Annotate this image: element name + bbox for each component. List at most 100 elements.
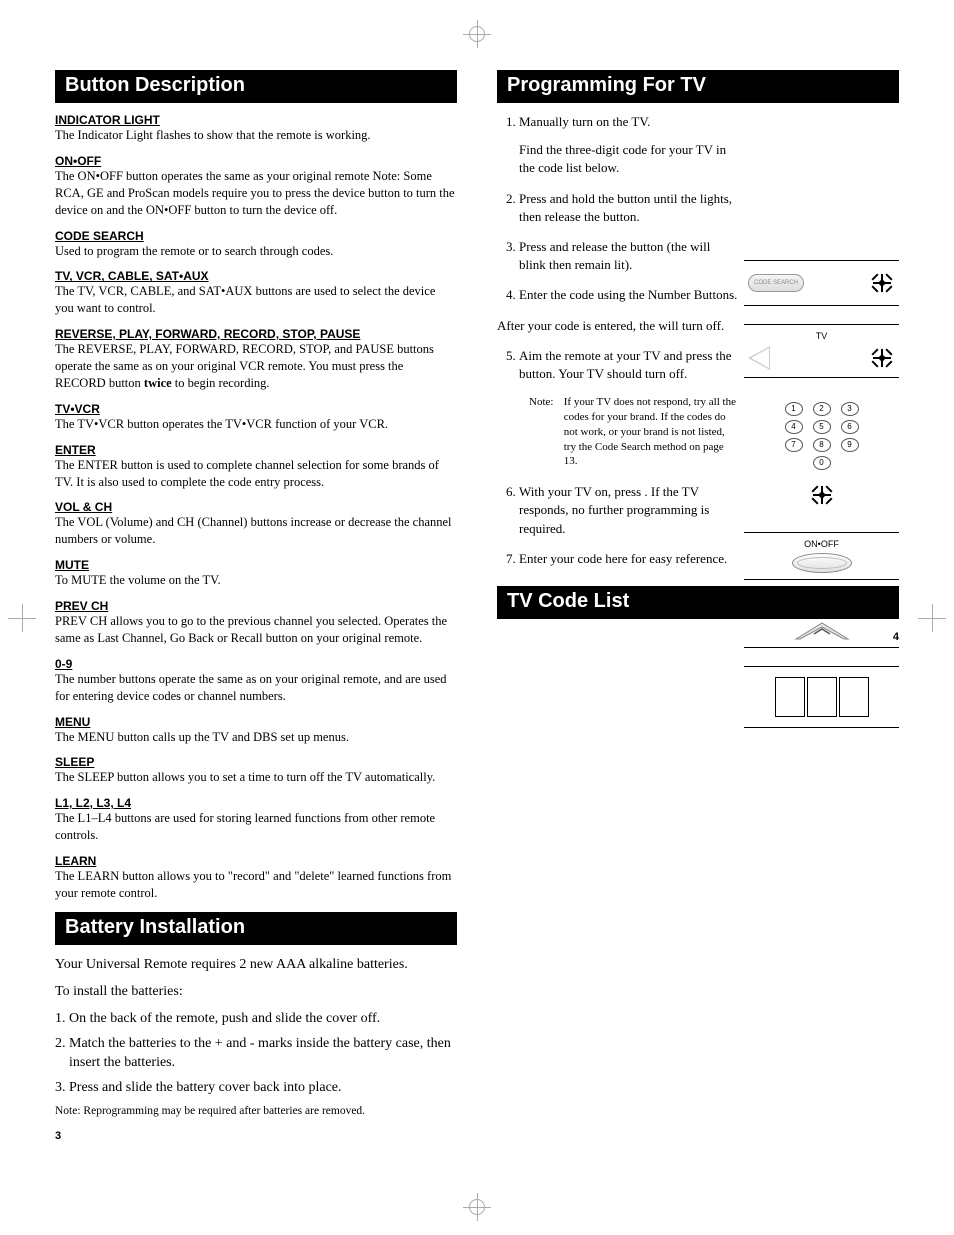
indicator-flash-icon bbox=[869, 270, 895, 296]
tv-button-block: TV bbox=[748, 331, 895, 371]
battery-note: Note: Reprogramming may be required afte… bbox=[55, 1104, 457, 1119]
definition-text: The ON•OFF button operates the same as y… bbox=[55, 168, 457, 219]
num-0: 0 bbox=[813, 456, 831, 470]
definition-block: CODE SEARCHUsed to program the remote or… bbox=[55, 229, 457, 260]
definition-title: MUTE bbox=[55, 558, 457, 572]
definition-block: LEARNThe LEARN button allows you to "rec… bbox=[55, 854, 457, 902]
definition-block: VOL & CHThe VOL (Volume) and CH (Channel… bbox=[55, 500, 457, 548]
definition-title: PREV CH bbox=[55, 599, 457, 613]
illus-ch: CH + bbox=[744, 598, 899, 648]
num-3: 3 bbox=[841, 402, 859, 416]
definition-text: The Indicator Light flashes to show that… bbox=[55, 127, 457, 144]
battery-intro-1: Your Universal Remote requires 2 new AAA… bbox=[55, 955, 457, 975]
battery-steps-list: On the back of the remote, push and slid… bbox=[55, 1010, 457, 1098]
definition-block: SLEEPThe SLEEP button allows you to set … bbox=[55, 755, 457, 786]
tv-label: TV bbox=[748, 331, 895, 341]
right-column: Programming For TV Manually turn on the … bbox=[497, 70, 899, 1142]
code-box-3 bbox=[839, 677, 869, 717]
definition-block: REVERSE, PLAY, FORWARD, RECORD, STOP, PA… bbox=[55, 327, 457, 392]
num-6: 6 bbox=[841, 420, 859, 434]
illus-code-search: CODE SEARCH bbox=[744, 260, 899, 306]
battery-step: On the back of the remote, push and slid… bbox=[69, 1010, 457, 1029]
definition-text: The SLEEP button allows you to set a tim… bbox=[55, 769, 457, 786]
ch-label: CH + bbox=[748, 605, 895, 615]
prog-step-1b: Find the three-digit code for your TV in… bbox=[519, 141, 739, 177]
definition-title: INDICATOR LIGHT bbox=[55, 113, 457, 127]
num-1: 1 bbox=[785, 402, 803, 416]
definition-block: ON•OFFThe ON•OFF button operates the sam… bbox=[55, 154, 457, 219]
num-8: 8 bbox=[813, 438, 831, 452]
crop-mark-right bbox=[918, 604, 946, 632]
definition-title: ON•OFF bbox=[55, 154, 457, 168]
definition-title: REVERSE, PLAY, FORWARD, RECORD, STOP, PA… bbox=[55, 327, 457, 341]
num-5: 5 bbox=[813, 420, 831, 434]
definition-text: The number buttons operate the same as o… bbox=[55, 671, 457, 705]
onoff-block: ON•OFF bbox=[748, 539, 895, 573]
heading-programming-tv: Programming For TV bbox=[497, 70, 899, 103]
left-column: Button Description INDICATOR LIGHTThe In… bbox=[55, 70, 457, 1142]
definition-text: To MUTE the volume on the TV. bbox=[55, 572, 457, 589]
definition-block: 0-9The number buttons operate the same a… bbox=[55, 657, 457, 705]
definition-block: MUTETo MUTE the volume on the TV. bbox=[55, 558, 457, 589]
page-number-left: 3 bbox=[55, 1130, 457, 1142]
num-9: 9 bbox=[841, 438, 859, 452]
code-box-2 bbox=[807, 677, 837, 717]
indicator-flash-icon bbox=[809, 482, 835, 508]
illus-tv-button: TV bbox=[744, 324, 899, 378]
definition-text: The VOL (Volume) and CH (Channel) button… bbox=[55, 514, 457, 548]
num-4: 4 bbox=[785, 420, 803, 434]
definition-text: PREV CH allows you to go to the previous… bbox=[55, 613, 457, 647]
definition-text: Used to program the remote or to search … bbox=[55, 243, 457, 260]
num-2: 2 bbox=[813, 402, 831, 416]
definition-title: MENU bbox=[55, 715, 457, 729]
ch-block: CH + bbox=[748, 605, 895, 641]
definition-title: TV•VCR bbox=[55, 402, 457, 416]
definition-block: L1, L2, L3, L4The L1–L4 buttons are used… bbox=[55, 796, 457, 844]
definition-title: ENTER bbox=[55, 443, 457, 457]
definition-text: The TV•VCR button operates the TV•VCR fu… bbox=[55, 416, 457, 433]
definition-text: The TV, VCR, CABLE, and SAT•AUX buttons … bbox=[55, 283, 457, 317]
definition-text: The LEARN button allows you to "record" … bbox=[55, 868, 457, 902]
code-entry-boxes bbox=[744, 666, 899, 728]
definition-title: VOL & CH bbox=[55, 500, 457, 514]
definition-block: MENUThe MENU button calls up the TV and … bbox=[55, 715, 457, 746]
heading-battery-installation: Battery Installation bbox=[55, 912, 457, 945]
definition-text: The ENTER button is used to complete cha… bbox=[55, 457, 457, 491]
definition-title: CODE SEARCH bbox=[55, 229, 457, 243]
onoff-button-icon bbox=[792, 553, 852, 573]
crop-mark-left bbox=[8, 604, 36, 632]
definition-text: The REVERSE, PLAY, FORWARD, RECORD, STOP… bbox=[55, 341, 457, 392]
definition-title: 0-9 bbox=[55, 657, 457, 671]
battery-step: Match the batteries to the + and - marks… bbox=[69, 1035, 457, 1073]
crop-mark-top bbox=[463, 20, 491, 48]
crop-mark-bottom bbox=[463, 1193, 491, 1221]
prog-step-1a: Manually turn on the TV. bbox=[519, 114, 650, 129]
definition-title: SLEEP bbox=[55, 755, 457, 769]
code-box-1 bbox=[775, 677, 805, 717]
onoff-label: ON•OFF bbox=[748, 539, 895, 549]
illus-numpad: 1 2 3 4 5 6 7 8 9 0 bbox=[744, 396, 899, 514]
illustration-column: CODE SEARCH TV 1 2 3 bbox=[744, 260, 899, 728]
page-spread: Button Description INDICATOR LIGHTThe In… bbox=[55, 70, 899, 1142]
num-7: 7 bbox=[785, 438, 803, 452]
numpad-icon: 1 2 3 4 5 6 7 8 9 0 bbox=[748, 402, 895, 474]
heading-button-description: Button Description bbox=[55, 70, 457, 103]
definition-title: LEARN bbox=[55, 854, 457, 868]
prog-step-2: Press and hold the button until the ligh… bbox=[519, 190, 899, 226]
definition-title: L1, L2, L3, L4 bbox=[55, 796, 457, 810]
definition-block: PREV CHPREV CH allows you to go to the p… bbox=[55, 599, 457, 647]
prog-note-text: If your TV does not respond, try all the… bbox=[564, 395, 738, 469]
definition-block: ENTERThe ENTER button is used to complet… bbox=[55, 443, 457, 491]
definition-text: The L1–L4 buttons are used for storing l… bbox=[55, 810, 457, 844]
code-search-button-icon: CODE SEARCH bbox=[748, 274, 804, 292]
definition-block: TV, VCR, CABLE, SAT•AUXThe TV, VCR, CABL… bbox=[55, 269, 457, 317]
prog-note-label: Note: bbox=[529, 395, 561, 410]
indicator-flash-icon bbox=[869, 345, 895, 371]
definition-block: TV•VCRThe TV•VCR button operates the TV•… bbox=[55, 402, 457, 433]
definition-title: TV, VCR, CABLE, SAT•AUX bbox=[55, 269, 457, 283]
definition-text: The MENU button calls up the TV and DBS … bbox=[55, 729, 457, 746]
definition-block: INDICATOR LIGHTThe Indicator Light flash… bbox=[55, 113, 457, 144]
battery-intro-2: To install the batteries: bbox=[55, 982, 457, 1002]
prog-step-1: Manually turn on the TV. Find the three-… bbox=[519, 113, 899, 178]
ch-button-icon bbox=[794, 619, 850, 641]
